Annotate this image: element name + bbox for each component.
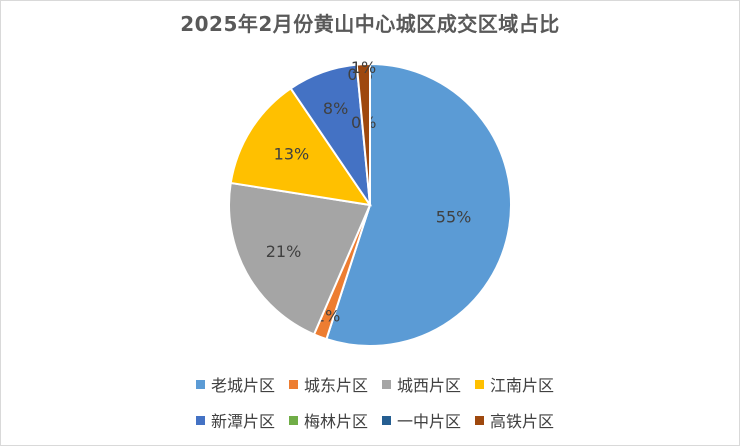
legend-label: 老城片区 <box>210 376 275 395</box>
legend-item-7: 一中片区 <box>382 408 461 432</box>
legend-item-6: 梅林片区 <box>288 408 368 432</box>
legend-label: 城西片区 <box>397 376 462 395</box>
legend-swatch <box>382 415 391 425</box>
legend-item-3: 城西片区 <box>382 372 461 396</box>
data-label-5: 8% <box>323 99 348 118</box>
legend-item-2: 城东片区 <box>288 372 368 396</box>
legend-item-1: 老城片区 <box>195 372 275 396</box>
pie-slice-8 <box>355 62 371 206</box>
legend-label: 城东片区 <box>303 376 368 395</box>
pie-slice-3 <box>228 181 372 336</box>
legend-swatch <box>195 379 205 389</box>
pie-slice-1 <box>325 62 512 347</box>
data-label-3: 21% <box>266 242 302 261</box>
legend-item-5: 新潭片区 <box>195 408 275 432</box>
data-label-4: 13% <box>274 145 310 164</box>
legend-swatch <box>382 379 391 389</box>
legend-label: 高铁片区 <box>490 412 555 431</box>
data-label-1: 55% <box>436 208 472 227</box>
legend-swatch <box>475 379 485 389</box>
pie-slice-4 <box>229 86 373 207</box>
legend-label: 江南片区 <box>490 376 555 395</box>
legend-label: 一中片区 <box>397 412 462 431</box>
legend-item-8: 高铁片区 <box>475 408 554 432</box>
chart-legend: 老城片区 城东片区 城西片区 江南片区新潭片区 梅林片区 一中片区 高铁片区 <box>155 372 595 432</box>
legend-swatch <box>195 415 205 425</box>
legend-item-4: 江南片区 <box>475 372 554 396</box>
legend-label: 新潭片区 <box>210 412 275 431</box>
data-label-8: 1% <box>351 58 376 77</box>
legend-swatch <box>288 379 298 389</box>
legend-swatch <box>288 415 298 425</box>
chart-title: 2025年2月份黄山中心城区成交区域占比 <box>180 12 560 36</box>
legend-label: 梅林片区 <box>303 412 368 431</box>
legend-swatch <box>475 415 485 425</box>
